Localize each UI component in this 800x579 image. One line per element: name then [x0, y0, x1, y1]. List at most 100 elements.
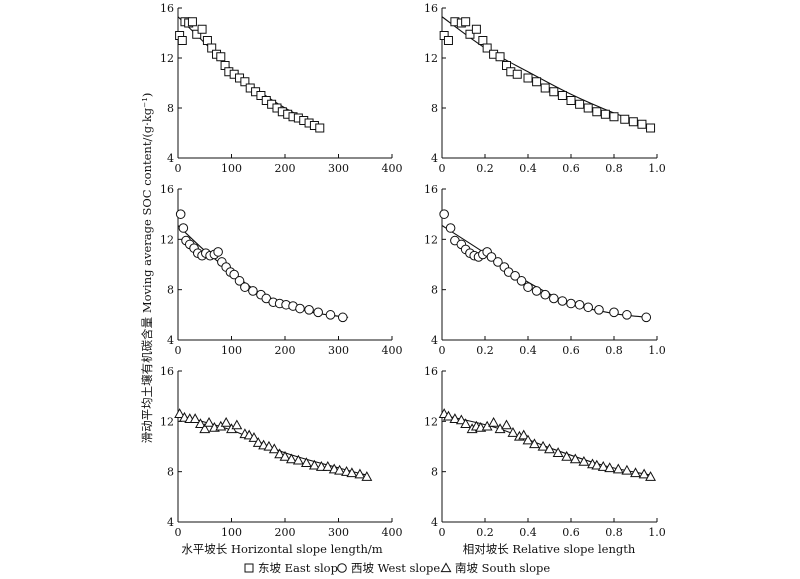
- x-tick-label: 100: [221, 526, 242, 539]
- data-point: [248, 286, 258, 296]
- data-point: [583, 302, 594, 313]
- data-point: [637, 119, 647, 129]
- y-tick-label: 12: [424, 233, 438, 246]
- data-point: [537, 440, 549, 451]
- x-axis-title-relative: 相对坡长 Relative slope length: [463, 542, 636, 556]
- data-point: [187, 17, 197, 27]
- x-tick-label: 0.2: [476, 344, 494, 357]
- x-tick-label: 0.2: [476, 526, 494, 539]
- x-tick-label: 0.6: [562, 162, 580, 175]
- x-tick-label: 0.8: [605, 526, 623, 539]
- data-point: [578, 455, 590, 466]
- data-point: [583, 103, 593, 113]
- data-point: [552, 447, 564, 457]
- data-point: [460, 418, 472, 429]
- data-point: [308, 459, 320, 470]
- data-point: [234, 276, 245, 286]
- x-tick-label: 0: [439, 162, 446, 175]
- data-point: [334, 464, 346, 475]
- data-point: [274, 448, 286, 459]
- x-tick-label: 0.4: [519, 526, 537, 539]
- data-point: [213, 247, 223, 257]
- data-point: [248, 432, 260, 442]
- data-point: [178, 223, 189, 233]
- data-point: [482, 43, 492, 53]
- fit-curve: [441, 225, 649, 318]
- y-tick-label: 12: [160, 233, 174, 246]
- panel-west-horizontal: 4 8 12 16 0 100 200 300 400: [160, 183, 403, 357]
- data-point: [646, 123, 656, 133]
- data-point: [256, 91, 266, 100]
- y-tick-label: 16: [160, 365, 174, 378]
- x-tick-label: 0: [175, 344, 182, 357]
- data-point: [325, 310, 336, 320]
- data-point: [609, 112, 619, 122]
- data-point: [622, 310, 632, 320]
- data-point: [557, 296, 568, 306]
- y-tick-label: 12: [424, 52, 438, 65]
- data-point: [175, 209, 186, 219]
- data-point: [455, 414, 467, 425]
- data-point: [304, 305, 314, 315]
- x-tick-label: 0: [175, 162, 182, 175]
- data-point: [645, 471, 656, 481]
- x-tick-label: 1.0: [648, 344, 666, 357]
- x-tick-label: 0: [439, 344, 446, 357]
- x-tick-label: 0.6: [562, 526, 580, 539]
- data-point: [516, 276, 527, 286]
- panel-west-relative: 4 8 12 16 0 0.2 0.4 0.6 0.8 1.0: [424, 183, 666, 357]
- legend-marker-west: [337, 563, 347, 573]
- data-point: [569, 453, 581, 464]
- legend-item-south: 南坡 South slope: [440, 561, 550, 575]
- data-point: [177, 36, 187, 45]
- data-point: [544, 443, 555, 454]
- data-point: [620, 114, 630, 124]
- y-tick-label: 4: [167, 152, 174, 165]
- y-tick-label: 4: [167, 516, 174, 529]
- y-tick-label: 8: [167, 466, 174, 479]
- data-point: [443, 36, 453, 45]
- data-point: [522, 434, 534, 445]
- data-point: [592, 107, 602, 117]
- x-tick-label: 0.4: [519, 162, 537, 175]
- data-point: [612, 463, 624, 474]
- x-tick-label: 200: [275, 162, 296, 175]
- y-tick-label: 4: [431, 152, 438, 165]
- x-tick-label: 0.2: [476, 162, 494, 175]
- y-tick-label: 16: [160, 183, 174, 196]
- fit-curve: [177, 225, 349, 318]
- data-point: [229, 269, 239, 280]
- data-point: [197, 24, 207, 34]
- y-tick-label: 16: [160, 2, 174, 15]
- data-point: [531, 286, 542, 296]
- x-tick-label: 0.8: [605, 344, 623, 357]
- data-point: [263, 440, 275, 451]
- panel-south-relative: 4 8 12 16 0 0.2 0.4 0.6 0.8 1.0: [424, 365, 666, 539]
- data-point: [346, 467, 358, 478]
- y-tick-label: 12: [160, 415, 174, 428]
- data-point: [575, 99, 585, 109]
- x-tick-label: 0.6: [562, 344, 580, 357]
- y-tick-label: 4: [431, 516, 438, 529]
- data-point: [315, 461, 327, 471]
- x-tick-label: 400: [382, 526, 403, 539]
- data-point: [207, 43, 217, 53]
- data-point: [439, 209, 449, 219]
- data-point: [252, 437, 264, 447]
- data-point: [268, 443, 280, 454]
- x-tick-label: 200: [275, 526, 296, 539]
- x-tick-label: 200: [275, 344, 296, 357]
- legend: 东坡 East slope 西坡 West slope 南坡 South slope: [244, 561, 550, 575]
- x-tick-label: 0: [175, 526, 182, 539]
- panel-south-horizontal: 4 8 12 16 0 100 200 300 400: [160, 365, 403, 539]
- panel-east-relative: 4 8 12 16 0 0.2 0.4 0.6 0.8 1.0: [424, 2, 666, 175]
- legend-item-east: 东坡 East slope: [244, 561, 345, 575]
- fit-curve: [441, 414, 653, 476]
- x-tick-label: 1.0: [648, 162, 666, 175]
- x-tick-label: 0.4: [519, 344, 537, 357]
- data-point: [461, 17, 471, 27]
- data-point: [512, 69, 522, 79]
- data-point: [231, 419, 243, 430]
- data-point: [216, 52, 226, 62]
